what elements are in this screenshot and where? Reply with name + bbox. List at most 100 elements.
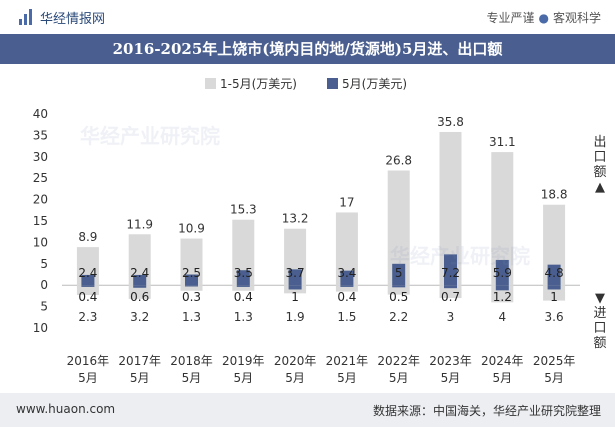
label-import-cumulative: 2.3 [78, 310, 97, 324]
chart-title: 2016-2025年上饶市(境内目的地/货源地)5月进、出口额 [0, 34, 615, 64]
brand-logo-icon [18, 9, 34, 25]
x-tick-label-year: 2018年 [170, 354, 213, 368]
legend-label-month: 5月(万美元) [342, 77, 407, 91]
label-export-cumulative: 17 [339, 195, 354, 209]
y-tick-label: 25 [33, 171, 48, 185]
bar-import-cumulative [180, 285, 203, 291]
bar-import-month [547, 285, 561, 290]
bar-export-cumulative [232, 219, 255, 286]
bar-import-month [444, 285, 457, 289]
bullet-icon: ● [538, 11, 549, 25]
y-tick-label: 35 [33, 128, 48, 142]
x-tick-label-year: 2020年 [274, 354, 317, 368]
y-tick-label: 10 [33, 235, 48, 249]
bar-import-cumulative [128, 285, 151, 299]
x-tick-label-month: 5月 [78, 371, 98, 385]
bar-import-cumulative [439, 285, 462, 299]
x-tick-label-year: 2024年 [481, 354, 524, 368]
side-label-import: 额 [593, 336, 606, 351]
label-import-month: 0.4 [78, 290, 97, 304]
x-tick-label-month: 5月 [544, 371, 564, 385]
label-export-cumulative: 13.2 [282, 212, 309, 226]
y-tick-label: 5 [40, 300, 48, 314]
label-import-cumulative: 1.5 [337, 310, 356, 324]
label-export-cumulative: 8.9 [78, 230, 97, 244]
x-tick-label-month: 5月 [285, 371, 305, 385]
label-import-month: 0.5 [389, 290, 408, 304]
x-tick-label-month: 5月 [233, 371, 253, 385]
label-export-cumulative: 18.8 [541, 188, 568, 202]
label-export-cumulative: 31.1 [489, 135, 516, 149]
bar-export-month [392, 263, 406, 286]
label-export-month: 3.4 [337, 266, 356, 280]
bar-export-month [81, 274, 95, 286]
bar-import-cumulative [232, 285, 255, 291]
side-label-import: 口 [593, 321, 606, 336]
bar-export-cumulative [491, 152, 514, 286]
label-import-cumulative: 1.3 [234, 310, 253, 324]
bar-import-month [133, 285, 147, 288]
bar-export-cumulative [180, 238, 203, 286]
label-export-cumulative: 35.8 [437, 115, 464, 129]
brand-name: 华经情报网 [40, 11, 106, 27]
legend-label-cumulative: 1-5月(万美元) [220, 77, 297, 91]
footer: www.huaon.com 数据来源：中国海关，华经产业研究院整理 [0, 393, 615, 427]
x-tick-label-year: 2023年 [429, 354, 472, 368]
label-import-month: 1 [291, 290, 299, 304]
x-tick-label-year: 2025年 [533, 354, 576, 368]
x-tick-label-year: 2017年 [118, 354, 161, 368]
label-import-month: 0.4 [234, 290, 253, 304]
side-label-import: 进 [593, 306, 606, 321]
bar-export-month [236, 270, 250, 286]
label-import-month: 1.2 [493, 290, 512, 304]
x-tick-label-month: 5月 [182, 371, 202, 385]
bar-export-month [495, 259, 509, 286]
tagline-left: 专业严谨 [486, 11, 535, 25]
bar-import-cumulative [76, 285, 99, 296]
bar-export-month [133, 274, 147, 286]
y-tick-label: 30 [33, 150, 48, 164]
bar-import-month [495, 285, 509, 291]
tagline: 专业严谨 ● 客观科学 [486, 9, 601, 26]
bar-import-month [288, 285, 302, 290]
y-tick-label: 0 [40, 278, 48, 292]
label-export-cumulative: 15.3 [230, 203, 257, 217]
label-import-cumulative: 2.2 [389, 310, 408, 324]
bar-import-cumulative [387, 285, 410, 295]
x-tick-label-year: 2021年 [326, 354, 369, 368]
bar-import-month [236, 285, 250, 287]
label-export-cumulative: 10.9 [178, 222, 205, 236]
label-export-month: 7.2 [441, 266, 460, 280]
label-import-cumulative: 3.2 [130, 310, 149, 324]
brand: 华经情报网 [18, 7, 105, 27]
label-export-month: 5 [395, 266, 403, 280]
label-export-month: 3.7 [286, 266, 305, 280]
side-label-export: 额 [593, 165, 606, 180]
bar-export-month [340, 270, 354, 286]
x-tick-label-year: 2016年 [67, 354, 110, 368]
y-tick-label: 5 [40, 257, 48, 271]
bar-export-cumulative [387, 170, 410, 286]
footer-source: 数据来源：中国海关，华经产业研究院整理 [372, 404, 601, 418]
label-import-month: 1 [550, 290, 558, 304]
bar-export-month [288, 269, 302, 286]
label-export-cumulative: 11.9 [126, 217, 153, 231]
bar-export-month [444, 254, 457, 286]
legend-swatch-month [327, 78, 338, 89]
label-import-cumulative: 4 [498, 310, 506, 324]
bar-import-cumulative [335, 285, 358, 292]
label-export-cumulative: 26.8 [385, 153, 412, 167]
label-import-cumulative: 3.6 [545, 310, 564, 324]
label-import-month: 0.7 [441, 290, 460, 304]
bar-export-month [547, 264, 561, 286]
bar-import-month [340, 285, 354, 287]
x-tick-label-month: 5月 [441, 371, 461, 385]
bar-import-month [392, 285, 406, 288]
bar-import-month [81, 285, 95, 287]
label-export-month: 2.5 [182, 266, 201, 280]
x-tick-label-month: 5月 [492, 371, 512, 385]
side-label-import: ▼ [595, 291, 605, 306]
bar-export-cumulative [335, 212, 358, 286]
label-export-month: 3.5 [234, 266, 253, 280]
footer-website: www.huaon.com [16, 402, 116, 416]
